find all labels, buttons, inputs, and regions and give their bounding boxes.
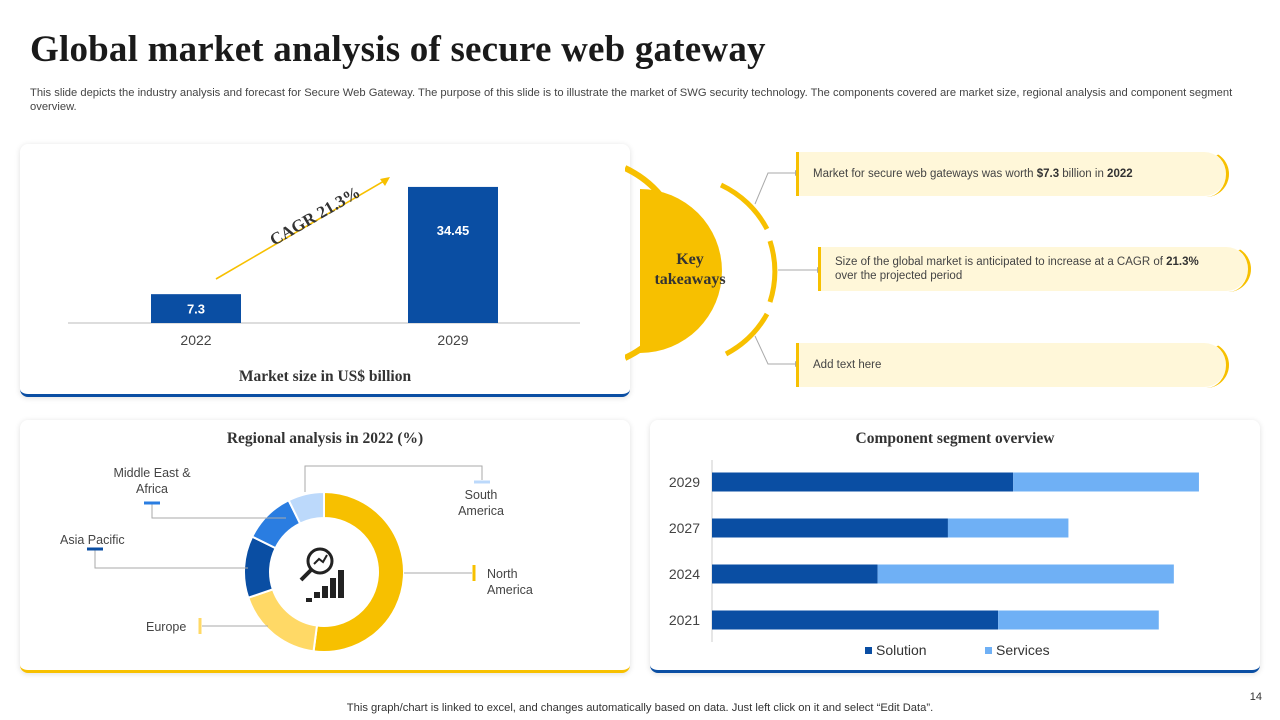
cagr-arrow xyxy=(215,180,385,280)
legend-services: Services xyxy=(985,642,1050,658)
connector-bottom xyxy=(754,335,795,365)
footer-note: This graph/chart is linked to excel, and… xyxy=(346,702,934,714)
bar-2029[interactable] xyxy=(408,186,498,323)
bar-services-2027[interactable] xyxy=(947,518,1069,538)
takeaway-3[interactable]: Add text here xyxy=(796,342,1229,388)
bar-2022[interactable] xyxy=(151,294,241,323)
bar-services-2021[interactable] xyxy=(998,610,1159,630)
component-stacked-chart[interactable]: 2029 2027 2024 2021 xyxy=(650,420,1260,670)
leader-south-america xyxy=(304,465,483,492)
regional-card: Regional analysis in 2022 (%) Middle Eas… xyxy=(20,420,630,673)
regional-title: Regional analysis in 2022 (%) xyxy=(226,430,424,447)
page-number: 14 xyxy=(1249,691,1262,703)
y-tick-2027: 2027 xyxy=(669,520,700,536)
legend-solution-label: Solution xyxy=(876,642,927,658)
legend-services-label: Services xyxy=(996,642,1050,658)
bar-solution-2027[interactable] xyxy=(712,518,948,538)
component-card: Component segment overview 2029 2027 2024 2… xyxy=(650,420,1260,673)
market-size-chart[interactable]: 7.3 2022 34.45 2029 CAGR 21.3% xyxy=(20,144,630,364)
bar-solution-2024[interactable] xyxy=(712,564,878,584)
label-north-america: North America xyxy=(487,567,533,597)
takeaway-2-text: Size of the global market is anticipated… xyxy=(835,256,1199,282)
donut-slice-north-america[interactable] xyxy=(312,490,405,653)
connector-top xyxy=(754,172,795,205)
page-subtitle: This slide depicts the industry analysis… xyxy=(30,87,1233,113)
market-size-title: Market size in US$ billion xyxy=(238,368,412,385)
bar-value-label-2029: 34.45 xyxy=(437,223,470,238)
x-tick-2022: 2022 xyxy=(180,332,211,348)
bar-value-label-2022: 7.3 xyxy=(187,302,205,317)
regional-donut-chart[interactable] xyxy=(20,420,630,670)
bar-services-2029[interactable] xyxy=(1013,472,1199,492)
leader-asia-pacific xyxy=(94,550,248,569)
x-tick-2029: 2029 xyxy=(437,332,468,348)
takeaway-1[interactable]: Market for secure web gateways was worth… xyxy=(796,151,1229,197)
outer-arc-bottom xyxy=(724,312,770,357)
bar-solution-2029[interactable] xyxy=(712,472,1014,492)
takeaway-2[interactable]: Size of the global market is anticipated… xyxy=(818,246,1251,292)
key-takeaways-title: Key takeaways xyxy=(654,251,726,288)
cagr-label: CAGR 21.3% xyxy=(267,182,364,249)
y-tick-2021: 2021 xyxy=(669,612,700,628)
label-middle-east-africa: Middle East & Africa xyxy=(113,466,191,496)
takeaway-1-text: Market for secure web gateways was worth… xyxy=(813,168,1133,180)
page-title: Global market analysis of secure web gat… xyxy=(30,29,766,70)
legend-solution-swatch xyxy=(865,646,872,654)
cagr-arrowhead xyxy=(380,177,390,186)
leader-middle-east-africa xyxy=(151,504,286,519)
y-tick-2029: 2029 xyxy=(669,474,700,490)
market-size-card: 7.3 2022 34.45 2029 CAGR 21.3% Market size i… xyxy=(20,144,630,397)
y-tick-2024: 2024 xyxy=(669,566,700,582)
bar-services-2024[interactable] xyxy=(877,564,1174,584)
legend-solution: Solution xyxy=(865,642,927,658)
label-europe: Europe xyxy=(146,620,187,634)
analytics-icon xyxy=(299,547,344,602)
outer-arc-top xyxy=(719,182,770,231)
label-asia-pacific: Asia Pacific xyxy=(60,533,125,547)
label-south-america: South America xyxy=(458,488,504,518)
donut-slice-south-america[interactable] xyxy=(287,490,325,525)
component-title: Component segment overview xyxy=(855,430,1055,447)
bar-solution-2021[interactable] xyxy=(712,610,999,630)
legend-services-swatch xyxy=(985,646,992,654)
outer-arc-mid xyxy=(767,240,778,303)
takeaway-3-text: Add text here xyxy=(813,359,882,371)
